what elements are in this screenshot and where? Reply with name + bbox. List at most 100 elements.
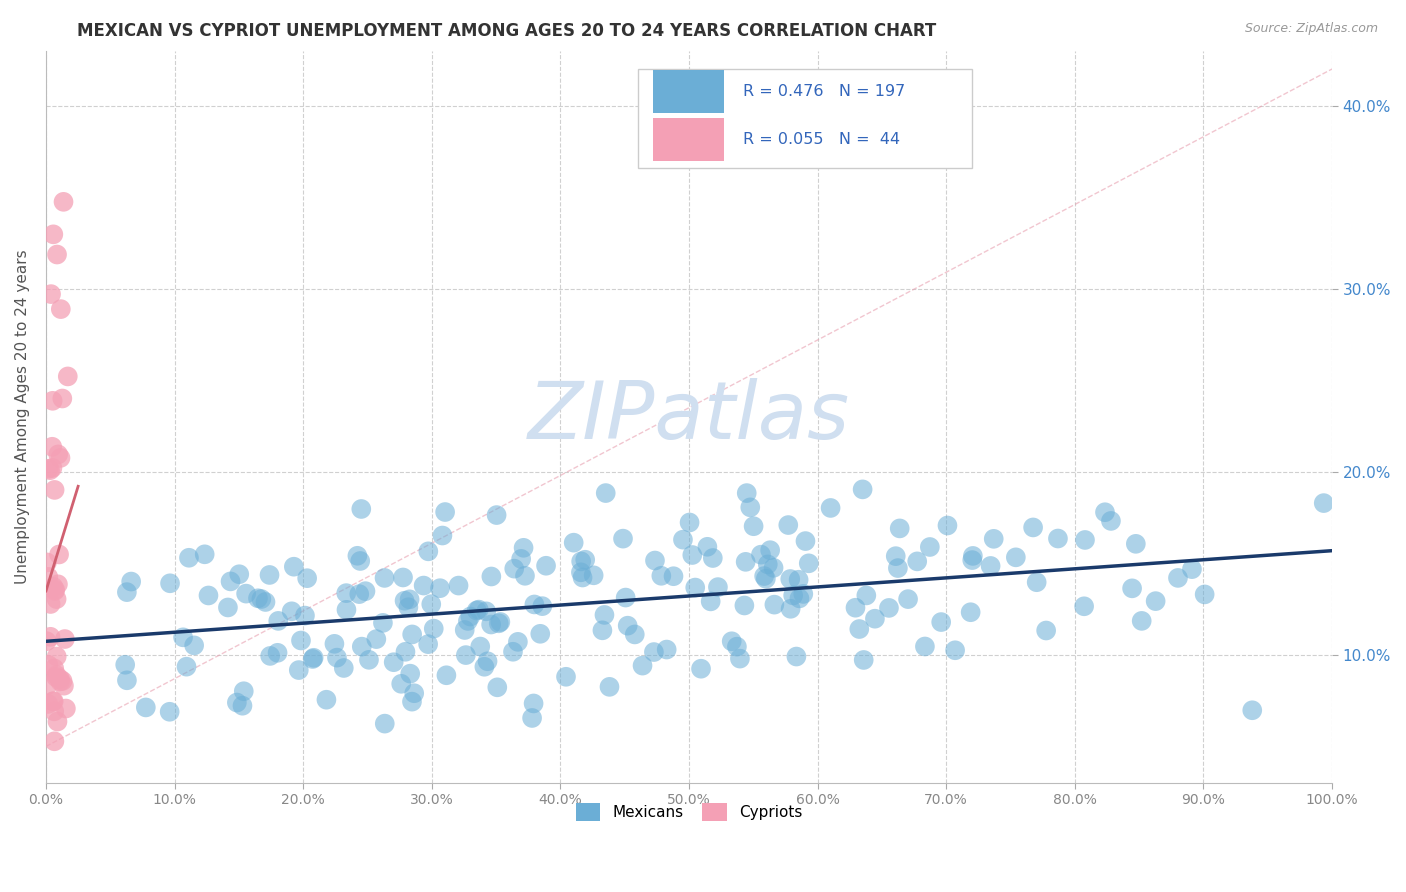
Point [350, 502, 373, 516]
Point [45, 649, 67, 664]
Point [479, 617, 502, 632]
Point [779, 602, 801, 616]
Point [235, 586, 257, 600]
Point [454, 623, 477, 637]
Point [877, 601, 900, 615]
Point [1167, 571, 1189, 585]
Point [486, 681, 509, 695]
Point [735, 486, 758, 500]
Point [46, 447, 69, 461]
Point [349, 587, 371, 601]
Point [778, 518, 800, 533]
Point [707, 580, 730, 594]
Point [232, 684, 254, 698]
Point [794, 534, 817, 549]
Point [396, 600, 419, 615]
Point [468, 602, 491, 616]
Point [46, 714, 69, 729]
Point [762, 561, 785, 575]
Point [217, 600, 239, 615]
Point [315, 692, 337, 706]
Point [53, 632, 76, 646]
Point [513, 569, 536, 583]
Point [401, 695, 423, 709]
Point [301, 652, 323, 666]
Point [354, 584, 377, 599]
Point [740, 500, 762, 515]
Point [394, 593, 416, 607]
Point [785, 649, 807, 664]
Point [38, 461, 60, 475]
Point [326, 650, 349, 665]
Point [616, 618, 638, 632]
Point [394, 645, 416, 659]
Point [114, 657, 136, 672]
Point [412, 578, 434, 592]
Point [1025, 575, 1047, 590]
Point [506, 635, 529, 649]
Point [197, 589, 219, 603]
FancyBboxPatch shape [652, 70, 724, 113]
Point [631, 658, 654, 673]
Point [696, 540, 718, 554]
Point [1005, 550, 1028, 565]
Point [44, 583, 66, 598]
Point [960, 553, 983, 567]
Point [725, 640, 748, 654]
Point [447, 578, 470, 592]
Point [720, 634, 742, 648]
Point [49, 674, 72, 689]
Point [683, 581, 706, 595]
Point [436, 668, 458, 682]
Point [366, 632, 388, 646]
Point [863, 612, 886, 626]
Point [55, 701, 77, 715]
Point [582, 568, 605, 582]
Point [434, 505, 457, 519]
Point [485, 508, 508, 522]
FancyBboxPatch shape [652, 118, 724, 161]
Point [855, 589, 877, 603]
Point [943, 643, 966, 657]
Point [120, 574, 142, 589]
Point [39, 630, 62, 644]
Point [246, 591, 269, 606]
Point [418, 637, 440, 651]
Point [399, 666, 422, 681]
Point [929, 615, 952, 629]
Point [37, 570, 59, 584]
Point [266, 646, 288, 660]
Point [389, 677, 412, 691]
Point [254, 595, 277, 609]
Point [681, 548, 703, 562]
Point [569, 554, 592, 568]
Point [392, 570, 415, 584]
Point [259, 568, 281, 582]
Point [662, 569, 685, 583]
Point [1121, 582, 1143, 596]
Point [46, 577, 69, 591]
Point [39, 287, 62, 301]
Point [742, 519, 765, 533]
Point [612, 532, 634, 546]
Point [520, 711, 543, 725]
Point [374, 716, 396, 731]
Point [1046, 532, 1069, 546]
Point [51, 673, 73, 688]
Point [44, 734, 66, 748]
Point [225, 696, 247, 710]
Point [1194, 587, 1216, 601]
Point [510, 552, 533, 566]
Point [887, 561, 910, 575]
Point [382, 655, 405, 669]
Point [39, 597, 62, 611]
Point [1022, 520, 1045, 534]
Point [35, 556, 58, 570]
Point [593, 607, 616, 622]
Point [323, 637, 346, 651]
Text: ZIPatlas: ZIPatlas [529, 378, 851, 456]
Point [1181, 562, 1204, 576]
Point [290, 633, 312, 648]
Point [350, 640, 373, 654]
Point [962, 549, 984, 563]
